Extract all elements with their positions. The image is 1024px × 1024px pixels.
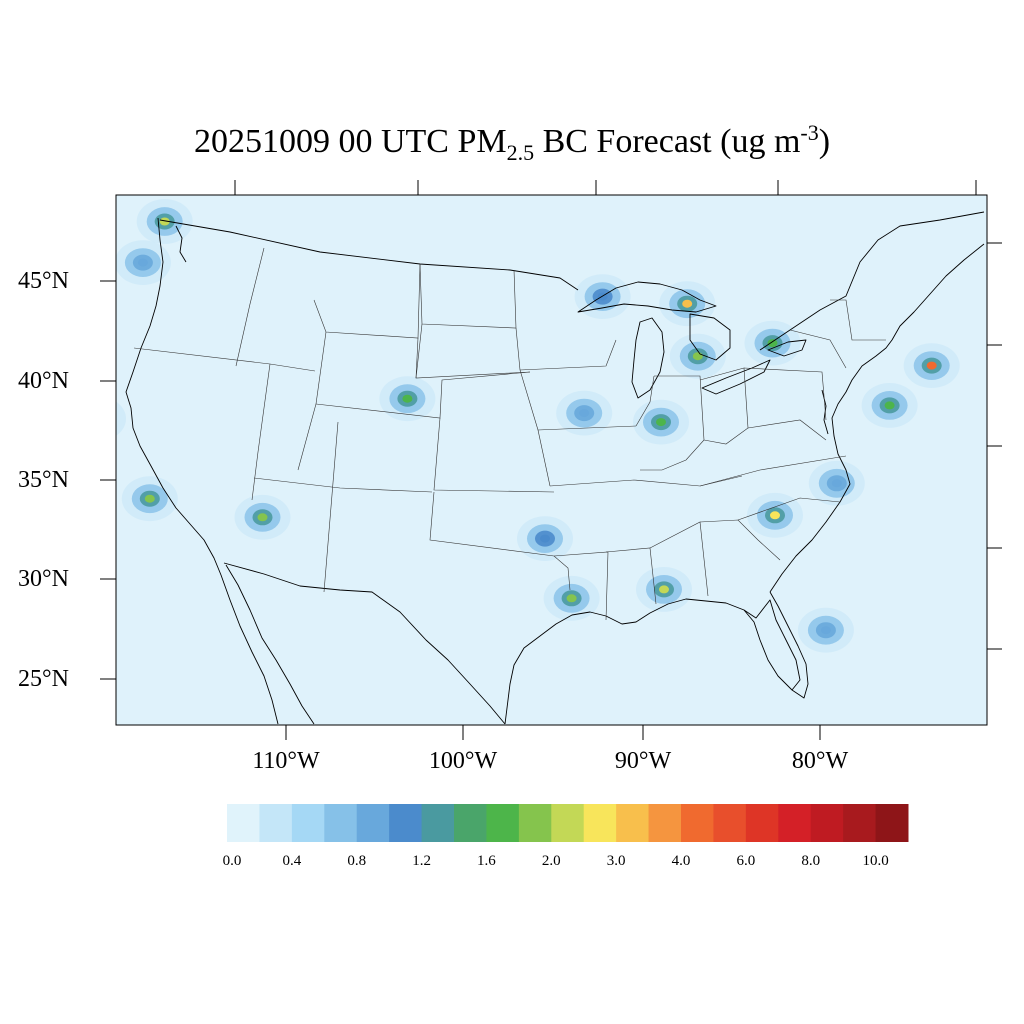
colorbar-swatch — [745, 804, 779, 842]
lake-erie — [701, 359, 771, 395]
hotspot-dallas — [540, 534, 550, 543]
coastlines-and-borders — [125, 211, 985, 725]
colorbar-swatch — [324, 804, 358, 842]
colorbar-label: 3.0 — [606, 853, 626, 869]
map-frame — [115, 194, 988, 726]
colorbar-swatch — [681, 804, 714, 842]
atlantic-coastline — [769, 243, 985, 593]
mexico-border — [223, 562, 506, 725]
colorbar-label: 1.6 — [477, 853, 496, 869]
lat-label-30n: 30°N — [18, 566, 69, 592]
canada-border-east — [759, 211, 985, 351]
hotspot-st-louis — [656, 418, 666, 427]
lon-label-110w: 110°W — [252, 748, 320, 774]
hotspot-san-francisco-bay — [88, 411, 108, 427]
colorbar-swatch — [648, 804, 682, 842]
hotspot-phoenix — [257, 513, 268, 522]
lake-ontario — [767, 339, 807, 357]
hotspot-san-francisco-bay — [116, 401, 126, 436]
title-date: 20251009 — [193, 123, 330, 160]
lat-label-35n: 35°N — [18, 467, 69, 493]
colorbar-swatch — [454, 804, 487, 842]
gulf-coastline — [504, 591, 809, 725]
colorbar-swatch — [616, 804, 650, 842]
hotspot-portland — [137, 258, 148, 267]
hotspot-san-francisco-bay — [93, 415, 103, 423]
colorbar-swatch — [843, 804, 877, 842]
colorbar-swatch — [551, 804, 585, 842]
colorbar-swatch — [259, 804, 293, 842]
lake-superior — [577, 281, 717, 313]
colorbar-swatch — [583, 804, 617, 842]
colorbar-label: 2.0 — [541, 853, 561, 869]
puget-sound — [175, 225, 187, 263]
hotspot-atlanta — [770, 511, 780, 520]
colorbar-label: 10.0 — [862, 853, 889, 869]
colorbar — [227, 804, 909, 842]
title-species: PM — [457, 123, 507, 160]
title-close-paren: ) — [818, 123, 831, 160]
title-rest: BC Forecast (ug m — [542, 123, 801, 160]
colorbar-swatch — [421, 804, 455, 842]
hotspot-green-bay — [682, 299, 693, 308]
lat-label-40n: 40°N — [18, 368, 69, 394]
colorbar-swatch — [356, 804, 390, 842]
colorbar-swatch — [389, 804, 423, 842]
map-title: 20251009 00 UTC PM2.5 BC Forecast (ug m-… — [0, 120, 1024, 164]
colorbar-label: 8.0 — [801, 853, 821, 869]
colorbar-label: 1.2 — [412, 853, 431, 869]
hotspot-new-york-city — [926, 361, 937, 370]
colorbar-swatch — [810, 804, 844, 842]
hotspot-kansas-city — [579, 409, 590, 418]
lon-label-100w: 100°W — [428, 748, 498, 774]
title-species-subscript: 2.5 — [506, 140, 535, 165]
lake-huron — [689, 313, 731, 361]
hotspot-charlotte — [831, 479, 842, 488]
hotspot-washington-dc — [884, 401, 895, 410]
colorbar-label: 0.0 — [222, 853, 242, 869]
lon-label-80w: 80°W — [791, 748, 849, 774]
baja-coastline — [225, 564, 315, 725]
colorbar-label: 0.4 — [282, 853, 302, 869]
colorbar-swatch — [486, 804, 520, 842]
colorbar-swatch — [227, 804, 260, 842]
hotspot-new-orleans-baton-rouge — [659, 585, 669, 594]
hotspot-tampa — [820, 626, 831, 635]
hotspot-houston — [566, 594, 577, 603]
state-boundaries — [133, 247, 886, 621]
colorbar-swatch — [291, 804, 325, 842]
colorbar-swatch — [778, 804, 812, 842]
hotspot-seattle — [159, 217, 170, 226]
colorbar-label: 4.0 — [671, 853, 691, 869]
florida-peninsula — [743, 599, 801, 691]
colorbar-label: 0.8 — [347, 853, 367, 869]
axis-ticks — [100, 180, 1002, 740]
lon-label-90w: 90°W — [614, 748, 672, 774]
hotspot-chicago — [692, 352, 703, 361]
colorbar-swatch — [713, 804, 747, 842]
colorbar-swatch — [875, 804, 909, 842]
lake-michigan — [631, 317, 665, 399]
lat-label-45n: 45°N — [18, 268, 69, 294]
hotspot-denver — [402, 394, 413, 403]
title-hour: 00 UTC — [338, 123, 449, 160]
title-unit-superscript: -3 — [800, 120, 819, 145]
map-background — [116, 195, 987, 725]
lat-label-25n: 25°N — [18, 666, 69, 692]
hotspot-detroit — [767, 339, 778, 348]
hotspot-san-francisco-bay — [80, 404, 116, 433]
hotspot-los-angeles — [144, 494, 155, 503]
colorbar-swatch — [518, 804, 552, 842]
colorbar-label: 6.0 — [736, 853, 756, 869]
pacific-coastline — [125, 217, 279, 725]
